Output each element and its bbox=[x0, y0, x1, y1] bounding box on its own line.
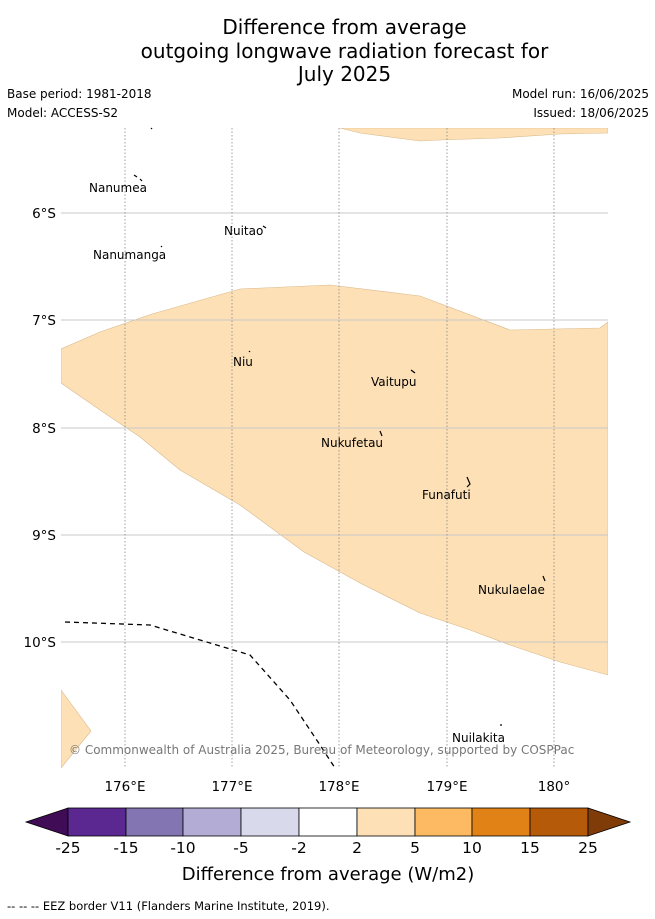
island-label-nukulaelae: Nukulaelae bbox=[478, 583, 545, 597]
latitude-tick-labels: 6°S 7°S 8°S 9°S 10°S bbox=[24, 206, 57, 651]
colorbar-tick-5: -2 bbox=[291, 839, 306, 857]
lon-label-177e: 177°E bbox=[211, 779, 252, 795]
copyright-notice: © Commonwealth of Australia 2025, Bureau… bbox=[69, 743, 574, 757]
anomaly-band-north bbox=[339, 128, 608, 142]
island-label-nukufetau: Nukufetau bbox=[321, 436, 383, 450]
island-label-nuilakita: Nuilakita bbox=[452, 731, 505, 745]
island-shape-niu bbox=[248, 350, 251, 353]
chart-title: Difference from average outgoing longwav… bbox=[0, 15, 655, 87]
title-line-1: Difference from average bbox=[222, 15, 467, 39]
lon-label-180: 180° bbox=[538, 779, 571, 795]
title-line-3: July 2025 bbox=[297, 62, 392, 86]
island-shape-nukulaelae bbox=[542, 575, 546, 582]
island-shape-vaitupu bbox=[410, 369, 416, 374]
island-label-nanumea: Nanumea bbox=[89, 181, 147, 195]
issued-label: Issued: 18/06/2025 bbox=[533, 106, 649, 120]
island-label-niu: Niu bbox=[233, 355, 253, 369]
colorbar-bin-8 bbox=[471, 807, 531, 837]
colorbar-tick-2: -15 bbox=[113, 839, 138, 857]
island-shape-nuitao bbox=[262, 225, 267, 229]
island-label-vaitupu: Vaitupu bbox=[371, 375, 417, 389]
colorbar-tick-7: 5 bbox=[410, 839, 420, 857]
colorbar bbox=[24, 807, 632, 837]
colorbar-bin-6 bbox=[356, 807, 416, 837]
colorbar-title: Difference from average (W/m2) bbox=[182, 864, 474, 885]
latitude-lines bbox=[61, 212, 608, 643]
anomaly-band-main bbox=[61, 284, 608, 676]
island-label-funafuti: Funafuti bbox=[422, 488, 471, 502]
island-shape-top bbox=[150, 127, 153, 130]
colorbar-bin-5 bbox=[298, 807, 358, 837]
longitude-tick-labels: 176°E 177°E 178°E 179°E 180° bbox=[104, 779, 570, 795]
colorbar-bin-1 bbox=[67, 807, 127, 837]
graticule bbox=[61, 128, 608, 768]
eez-border bbox=[64, 621, 336, 769]
colorbar-bin-7 bbox=[414, 807, 473, 837]
model-run-label: Model run: 16/06/2025 bbox=[511, 87, 649, 101]
anomaly-patch-southwest bbox=[61, 689, 92, 768]
island-shape-nanumea bbox=[133, 174, 143, 182]
island-outlines bbox=[133, 127, 546, 726]
island-shape-funafuti bbox=[466, 476, 471, 488]
lon-label-178e: 178°E bbox=[318, 779, 359, 795]
island-labels: Nanumea Nuitao Nanumanga Niu Vaitupu Nuk… bbox=[89, 181, 545, 745]
colorbar-tick-6: 2 bbox=[352, 839, 362, 857]
colorbar-bin-9 bbox=[529, 807, 589, 837]
lat-label-7s: 7°S bbox=[32, 313, 56, 329]
colorbar-tick-8: 10 bbox=[462, 839, 482, 857]
island-label-nanumanga: Nanumanga bbox=[93, 248, 166, 262]
island-label-nuitao: Nuitao bbox=[224, 224, 263, 238]
island-shape-nukufetau bbox=[379, 430, 383, 437]
colorbar-tick-3: -10 bbox=[170, 839, 195, 857]
lon-label-176e: 176°E bbox=[104, 779, 145, 795]
colorbar-extend-high bbox=[587, 807, 632, 837]
island-shape-nanumanga bbox=[160, 245, 163, 248]
colorbar-tick-1: -25 bbox=[55, 839, 80, 857]
model-label: Model: ACCESS-S2 bbox=[7, 106, 119, 120]
title-line-2: outgoing longwave radiation forecast for bbox=[140, 38, 549, 63]
colorbar-extend-low bbox=[24, 807, 69, 837]
base-period-label: Base period: 1981-2018 bbox=[7, 87, 152, 101]
lat-label-6s: 6°S bbox=[32, 206, 56, 222]
colorbar-tick-10: 25 bbox=[578, 839, 598, 857]
colorbar-bin-2 bbox=[125, 807, 184, 837]
colorbar-tick-4: -5 bbox=[233, 839, 248, 857]
colorbar-tick-labels: -25 -15 -10 -5 -2 2 5 10 15 25 bbox=[55, 839, 598, 857]
lat-label-10s: 10°S bbox=[24, 635, 57, 651]
eez-legend-note: -- -- -- EEZ border V11 (Flanders Marine… bbox=[7, 899, 330, 913]
lat-label-9s: 9°S bbox=[32, 528, 56, 544]
anomaly-shading bbox=[61, 128, 608, 768]
longitude-lines bbox=[124, 128, 555, 768]
lat-label-8s: 8°S bbox=[32, 421, 56, 437]
colorbar-bin-4 bbox=[240, 807, 300, 837]
colorbar-bin-3 bbox=[182, 807, 242, 837]
colorbar-tick-9: 15 bbox=[520, 839, 540, 857]
lon-label-179e: 179°E bbox=[426, 779, 467, 795]
